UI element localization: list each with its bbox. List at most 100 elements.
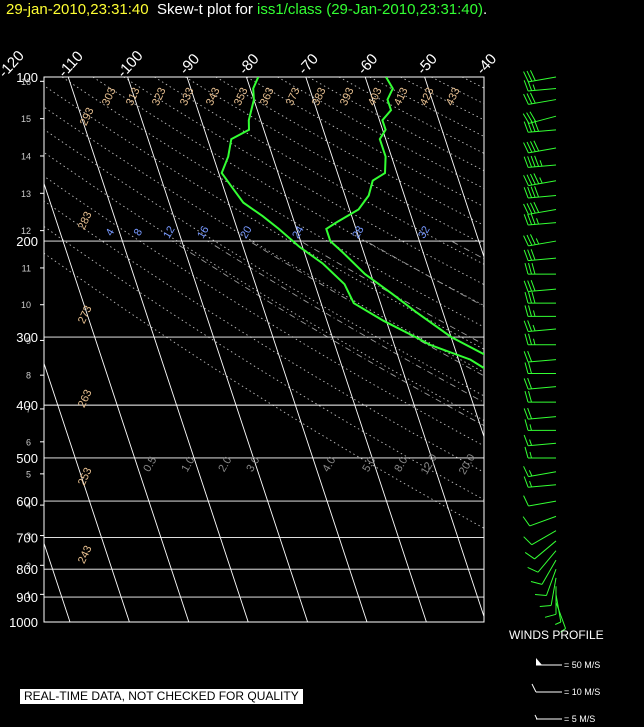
height-label: 7 [26, 404, 31, 414]
wind-barb [528, 195, 557, 199]
wind-barb-flag [527, 566, 539, 573]
dry-adiabat-label: 283 [76, 210, 95, 232]
wind-barb-half [535, 238, 540, 245]
wind-barb [528, 240, 557, 247]
dewpoint-trace [220, 77, 484, 370]
wind-barb-flag [530, 173, 536, 185]
legend-5ms: = 5 M/S [564, 714, 596, 724]
dry-adiabat-label: 343 [204, 86, 223, 108]
isotherm-line [44, 182, 190, 622]
legend-barb-pennant [536, 658, 542, 665]
wind-barb [528, 328, 557, 332]
wind-barb-flag [544, 613, 557, 618]
wind-barb-flag [524, 446, 529, 459]
wind-barb-flag [523, 142, 529, 154]
dry-adiabat-label: 293 [78, 106, 97, 128]
wind-barb-flag [523, 280, 529, 292]
pressure-label: 700 [16, 531, 38, 546]
wind-barb-flag [527, 350, 533, 362]
dry-adiabat [44, 128, 484, 397]
isobars [44, 240, 484, 598]
mixing-ratio-label: 8 [132, 227, 145, 238]
wind-barb-half [532, 324, 536, 332]
quality-disclaimer: REAL-TIME DATA, NOT CHECKED FOR QUALITY [20, 689, 303, 704]
isotherm-label-top: -80 [235, 51, 262, 78]
mixing-ratio-line [639, 241, 644, 622]
wind-barb-flag [534, 155, 540, 167]
wind-barb-flag [523, 378, 529, 390]
wind-barb-half [555, 621, 562, 625]
height-label: 15 [21, 114, 31, 124]
moist-adiabat [560, 241, 644, 622]
height-label: 4 [26, 501, 31, 511]
wind-barb-flag [524, 362, 529, 374]
isotherm-line [424, 77, 484, 259]
winds-profile-label: WINDS PROFILE [509, 628, 604, 642]
wind-barb-flag [528, 391, 532, 403]
dry-adiabat [44, 225, 484, 501]
dry-adiabat [215, 77, 484, 226]
pressure-label: 300 [16, 330, 38, 345]
wind-barb-flag [527, 407, 533, 419]
wind-barb-flag [523, 320, 529, 332]
isotherm-label-top: -90 [176, 51, 203, 78]
pressure-label: 100 [16, 70, 38, 85]
wind-barb-flag [531, 292, 536, 304]
wind-barb-flag [524, 419, 529, 431]
sounding-traces [220, 77, 484, 370]
moist-adiabat [451, 240, 484, 260]
wind-barb-flag [523, 476, 529, 488]
wind-barb-flag [533, 140, 540, 152]
dry-adiabat [61, 77, 484, 328]
pressure-label: 200 [16, 234, 38, 249]
wind-barb-flag [523, 203, 529, 215]
pressure-label: 1000 [9, 615, 38, 630]
dry-adiabat [92, 77, 484, 307]
wind-barb [545, 569, 557, 596]
wind-barb-half [528, 470, 533, 477]
dry-adiabat [44, 151, 484, 421]
wind-barb-flag [523, 80, 529, 92]
height-label: 12 [21, 226, 31, 236]
wind-barb-flag [526, 93, 533, 105]
isotherm-label-top: -60 [354, 51, 381, 78]
isotherm-line [305, 77, 484, 618]
wind-barb-flag [526, 203, 533, 214]
wind-barb-half [560, 628, 566, 633]
chart-title: 29-jan-2010,23:31:40 Skew-t plot for iss… [6, 1, 487, 18]
moist-adiabat [207, 240, 484, 403]
dry-adiabat [44, 85, 484, 350]
wind-barb-flag [535, 594, 547, 596]
wind-barb-flag [523, 408, 529, 420]
height-label: 1 [26, 590, 31, 600]
dry-adiabat [493, 77, 644, 622]
wind-barb [528, 147, 557, 154]
wind-barb-flag [530, 120, 536, 132]
wind-barb-flag [530, 70, 536, 81]
wind-barb-flag [526, 70, 533, 82]
wind-barb-flag [523, 495, 529, 507]
wind-barb-flag [524, 552, 535, 560]
wind-barb [529, 515, 557, 527]
wind-barb-flag [523, 121, 529, 133]
wind-barb [528, 442, 557, 447]
wind-barb [528, 99, 557, 105]
wind-barb-flag [527, 249, 533, 261]
dry-adiabat-label: 353 [232, 86, 251, 108]
wind-barb-flag [531, 263, 536, 275]
wind-barb [528, 222, 557, 226]
isotherm-line [44, 361, 130, 622]
mixing-ratio-label: 32 [416, 224, 433, 241]
pressure-label: 400 [16, 398, 38, 413]
height-label: 11 [22, 263, 31, 273]
mixing-ratio-label: 16 [195, 224, 212, 241]
height-label: 10 [21, 300, 31, 310]
wind-barb-flag [523, 351, 529, 363]
dry-adiabat [44, 252, 484, 529]
wind-barb-flag [528, 263, 532, 275]
height-label: 16 [21, 77, 31, 87]
wind-barb [528, 416, 557, 420]
wind-barb-flag [523, 466, 529, 477]
wind-barb [555, 602, 567, 629]
